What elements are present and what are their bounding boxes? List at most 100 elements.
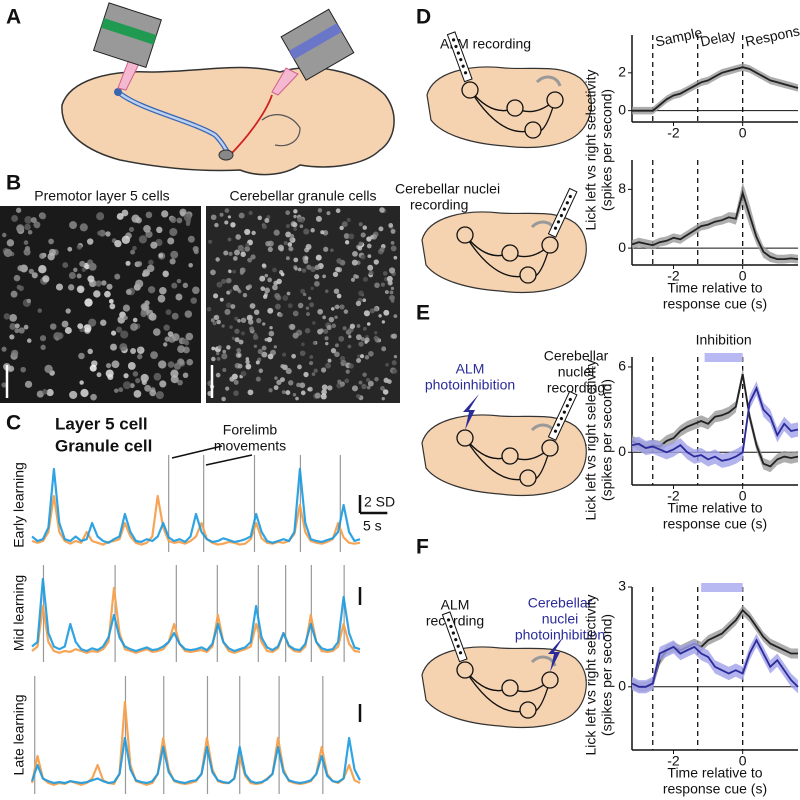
cell — [247, 257, 253, 263]
cell — [105, 231, 111, 237]
cell — [299, 350, 306, 357]
cell — [240, 317, 247, 323]
cell — [26, 298, 32, 304]
cell — [282, 352, 287, 357]
cell — [251, 230, 256, 236]
cell — [149, 389, 157, 397]
cell — [335, 208, 341, 214]
cell — [285, 256, 290, 261]
cell — [135, 279, 144, 288]
cell — [294, 267, 298, 271]
trace — [631, 385, 799, 462]
cell — [40, 344, 46, 351]
cell — [374, 331, 378, 335]
trace — [31, 467, 361, 544]
cell — [360, 337, 366, 342]
cell — [208, 239, 213, 244]
cell — [76, 244, 82, 250]
node — [501, 679, 519, 697]
cell — [299, 224, 304, 229]
cell — [363, 310, 370, 317]
cell — [159, 286, 167, 295]
cell — [17, 265, 24, 272]
cell — [247, 319, 254, 325]
cell — [216, 319, 221, 325]
cell — [79, 223, 88, 232]
node — [501, 447, 519, 465]
cell — [114, 239, 122, 248]
cell — [37, 308, 43, 313]
cell — [344, 378, 350, 384]
probe — [547, 390, 578, 441]
cell — [374, 282, 380, 289]
cell — [341, 221, 348, 228]
cell — [226, 345, 231, 350]
cell — [156, 226, 163, 234]
cell — [177, 379, 183, 386]
cell — [344, 240, 350, 245]
cell — [210, 214, 217, 221]
cell — [333, 288, 340, 294]
cell — [234, 328, 240, 334]
cell — [297, 364, 302, 370]
cell — [325, 341, 329, 346]
cell — [119, 343, 128, 352]
panel-label: D — [416, 6, 431, 29]
cell — [183, 213, 192, 222]
diagram-label: ALM recording — [440, 36, 531, 52]
cell — [31, 272, 38, 279]
cell — [306, 264, 312, 270]
cell — [379, 207, 385, 213]
trace — [632, 66, 799, 112]
y-tick-label: 3 — [618, 578, 626, 594]
cell — [387, 280, 393, 286]
cell — [264, 337, 268, 342]
cell — [381, 346, 387, 352]
cell — [185, 332, 194, 341]
cell — [173, 362, 182, 370]
x-tick-label: 0 — [739, 125, 747, 141]
cell — [150, 241, 158, 249]
diagram-label: photoinhibition — [515, 627, 605, 643]
cells — [1, 207, 398, 402]
cell — [362, 372, 367, 377]
cell — [334, 351, 340, 358]
cell — [9, 323, 17, 330]
cell — [24, 216, 33, 224]
cell — [273, 345, 277, 349]
probe-site — [454, 44, 458, 49]
node — [519, 469, 537, 487]
cell — [358, 341, 364, 347]
scale-label: 5 s — [363, 518, 382, 534]
cell — [221, 353, 228, 360]
cell — [225, 302, 232, 309]
cell — [130, 249, 136, 255]
image-title: Premotor layer 5 cells — [34, 188, 169, 204]
light-bolt — [463, 394, 479, 430]
cell — [105, 369, 114, 378]
cell — [314, 264, 321, 271]
cell — [274, 292, 280, 299]
cell — [366, 385, 371, 390]
cell — [221, 324, 225, 328]
cell — [143, 224, 151, 233]
diagram-label: ALM — [441, 597, 470, 613]
cell — [137, 346, 142, 352]
cell — [221, 278, 227, 284]
cell — [293, 214, 297, 219]
y-tick-label: 6 — [618, 358, 626, 374]
cell — [266, 336, 273, 343]
cell — [175, 293, 183, 301]
error-band — [632, 182, 798, 264]
cell — [169, 227, 178, 237]
cell — [83, 324, 92, 333]
cell — [362, 298, 367, 303]
objective-band — [289, 23, 342, 60]
cell — [230, 304, 236, 309]
cell — [374, 377, 379, 382]
cell — [292, 310, 299, 317]
cell — [165, 309, 172, 316]
cell — [114, 273, 121, 280]
cell — [182, 372, 189, 379]
cell — [262, 322, 266, 326]
